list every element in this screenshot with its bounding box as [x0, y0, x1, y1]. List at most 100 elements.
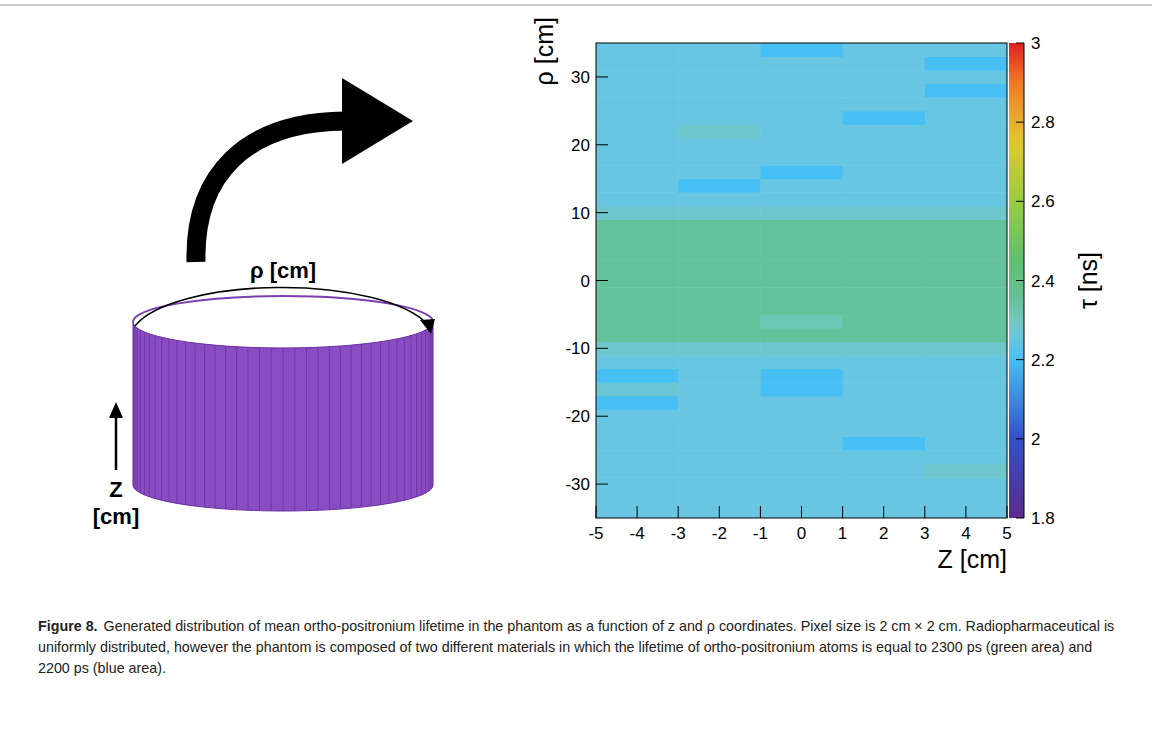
cell	[843, 138, 926, 152]
colorbar-tick	[1016, 280, 1024, 281]
cell	[596, 233, 679, 247]
cell	[843, 165, 926, 179]
cell	[760, 260, 843, 274]
y-tick-label: -10	[565, 339, 590, 358]
z-arrowhead	[109, 402, 123, 418]
cell	[678, 152, 761, 166]
cell	[760, 342, 843, 356]
cell	[596, 369, 679, 383]
cell	[843, 84, 926, 98]
cell	[678, 491, 761, 505]
cylinder-line	[431, 326, 432, 489]
cell	[596, 43, 679, 57]
cell	[925, 274, 1007, 288]
y-title: ρ [cm]	[530, 17, 558, 85]
cell	[925, 342, 1007, 356]
cell	[843, 260, 926, 274]
x-tick	[719, 506, 720, 518]
cell	[925, 192, 1007, 206]
x-tick	[596, 506, 597, 518]
cell	[596, 396, 679, 410]
colorbar-tick-label: 2.8	[1031, 113, 1055, 132]
cell	[843, 124, 926, 138]
cylinder-line	[421, 332, 422, 495]
cell	[760, 124, 843, 138]
cell	[678, 233, 761, 247]
cell	[760, 57, 843, 71]
cell	[596, 423, 679, 437]
cell	[596, 219, 679, 233]
cell	[596, 124, 679, 138]
cell	[925, 43, 1007, 57]
cell	[596, 247, 679, 261]
cell	[760, 382, 843, 396]
cell	[925, 138, 1007, 152]
cell	[760, 70, 843, 84]
cell	[843, 152, 926, 166]
cell	[596, 70, 679, 84]
x-tick	[678, 506, 679, 518]
cell	[843, 57, 926, 71]
cell	[678, 437, 761, 451]
cell	[678, 423, 761, 437]
cylinder-line	[161, 337, 162, 500]
cell	[596, 179, 679, 193]
cell	[843, 219, 926, 233]
cell	[678, 504, 761, 518]
cell	[596, 409, 679, 423]
cylinder-line	[236, 347, 237, 510]
cell	[925, 206, 1007, 220]
cylinder-line	[371, 343, 372, 506]
x-tick	[637, 506, 638, 518]
cell	[760, 409, 843, 423]
cell	[760, 437, 843, 451]
cell	[678, 369, 761, 383]
cell	[925, 504, 1007, 518]
y-tick-label: 10	[571, 204, 590, 223]
cell	[678, 219, 761, 233]
cell	[760, 219, 843, 233]
cell	[760, 464, 843, 478]
cell	[925, 152, 1007, 166]
cylinder-line	[185, 342, 186, 505]
x-tick-label: 0	[797, 524, 806, 543]
x-tick-label: 4	[961, 524, 970, 543]
cell	[596, 152, 679, 166]
cell	[760, 138, 843, 152]
cell	[760, 504, 843, 518]
cell	[596, 57, 679, 71]
cylinder-line	[137, 328, 138, 491]
cylinder-line	[283, 348, 284, 511]
colorbar-tick-label: 2.4	[1031, 272, 1055, 291]
cell	[843, 491, 926, 505]
cylinder-line	[389, 340, 390, 503]
big-arrow	[196, 121, 345, 262]
cylinder-line	[306, 348, 307, 511]
cylinder-line	[247, 347, 248, 510]
cylinder-line	[318, 347, 319, 510]
cell	[596, 477, 679, 491]
cell	[760, 84, 843, 98]
cell	[596, 97, 679, 111]
cell	[760, 97, 843, 111]
cell	[678, 328, 761, 342]
cylinder-line	[416, 334, 417, 497]
cell	[678, 179, 761, 193]
cell	[843, 301, 926, 315]
cell	[843, 409, 926, 423]
caption: Figure 8.Generated distribution of mean …	[38, 616, 1118, 679]
cell	[925, 369, 1007, 383]
x-tick	[801, 506, 802, 518]
cell	[925, 287, 1007, 301]
cell	[760, 206, 843, 220]
colorbar-tick-label: 2.6	[1031, 192, 1055, 211]
cell	[678, 70, 761, 84]
cell	[678, 464, 761, 478]
z-label-line: Z	[109, 477, 122, 502]
cell	[760, 314, 843, 328]
cell	[925, 477, 1007, 491]
arc-arrowhead	[420, 319, 435, 334]
z-label-line: [cm]	[93, 504, 139, 529]
colorbar-title: τ [ns]	[1074, 252, 1102, 309]
cell	[843, 328, 926, 342]
